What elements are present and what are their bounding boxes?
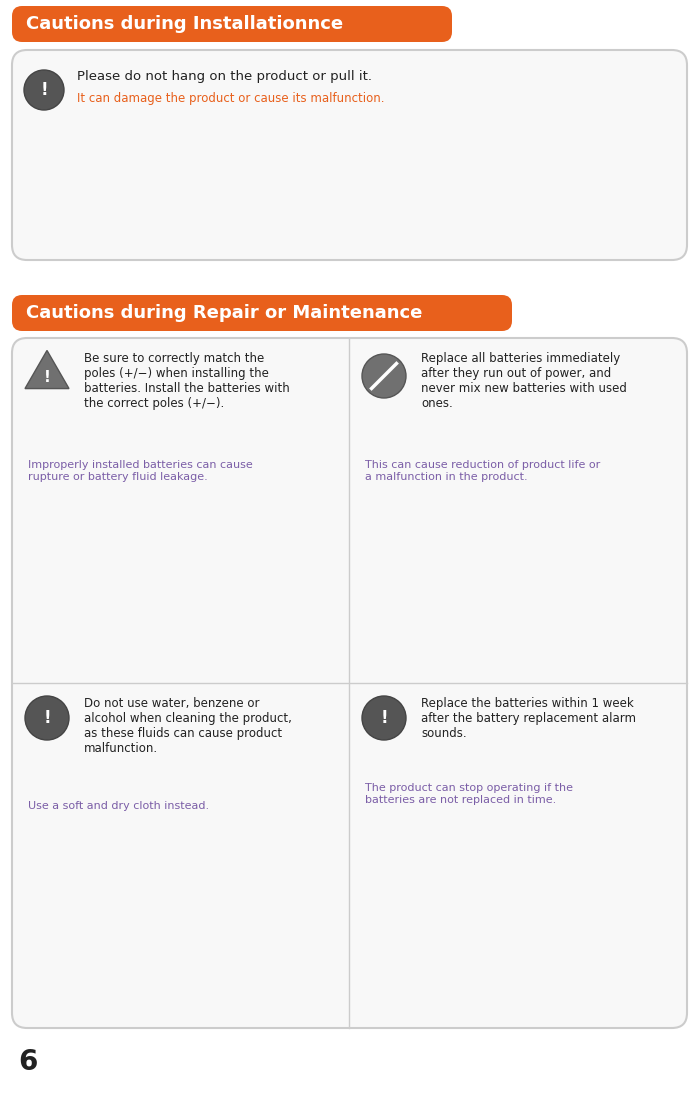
FancyBboxPatch shape (12, 295, 512, 331)
FancyBboxPatch shape (12, 5, 452, 42)
Polygon shape (25, 350, 69, 388)
Circle shape (362, 354, 406, 398)
Text: Cautions during Installationnce: Cautions during Installationnce (26, 15, 343, 33)
Text: !: ! (380, 709, 388, 728)
Circle shape (362, 696, 406, 740)
Text: 6: 6 (18, 1048, 37, 1076)
Circle shape (24, 70, 64, 110)
FancyBboxPatch shape (12, 50, 687, 260)
Text: The product can stop operating if the
batteries are not replaced in time.: The product can stop operating if the ba… (365, 783, 573, 804)
Text: Cautions during Repair or Maintenance: Cautions during Repair or Maintenance (26, 304, 422, 322)
Text: It can damage the product or cause its malfunction.: It can damage the product or cause its m… (77, 92, 384, 105)
FancyBboxPatch shape (12, 338, 687, 1028)
Text: !: ! (43, 709, 51, 728)
Text: Use a soft and dry cloth instead.: Use a soft and dry cloth instead. (28, 801, 209, 811)
Text: Improperly installed batteries can cause
rupture or battery fluid leakage.: Improperly installed batteries can cause… (28, 459, 253, 481)
Text: !: ! (40, 81, 48, 98)
Text: Replace all batteries immediately
after they run out of power, and
never mix new: Replace all batteries immediately after … (421, 352, 627, 410)
Text: !: ! (43, 371, 50, 385)
Circle shape (25, 696, 69, 740)
Text: Be sure to correctly match the
poles (+/−) when installing the
batteries. Instal: Be sure to correctly match the poles (+/… (84, 352, 290, 410)
Text: Please do not hang on the product or pull it.: Please do not hang on the product or pul… (77, 70, 372, 83)
Text: Replace the batteries within 1 week
after the battery replacement alarm
sounds.: Replace the batteries within 1 week afte… (421, 697, 636, 740)
Text: Do not use water, benzene or
alcohol when cleaning the product,
as these fluids : Do not use water, benzene or alcohol whe… (84, 697, 292, 755)
Text: This can cause reduction of product life or
a malfunction in the product.: This can cause reduction of product life… (365, 459, 600, 481)
